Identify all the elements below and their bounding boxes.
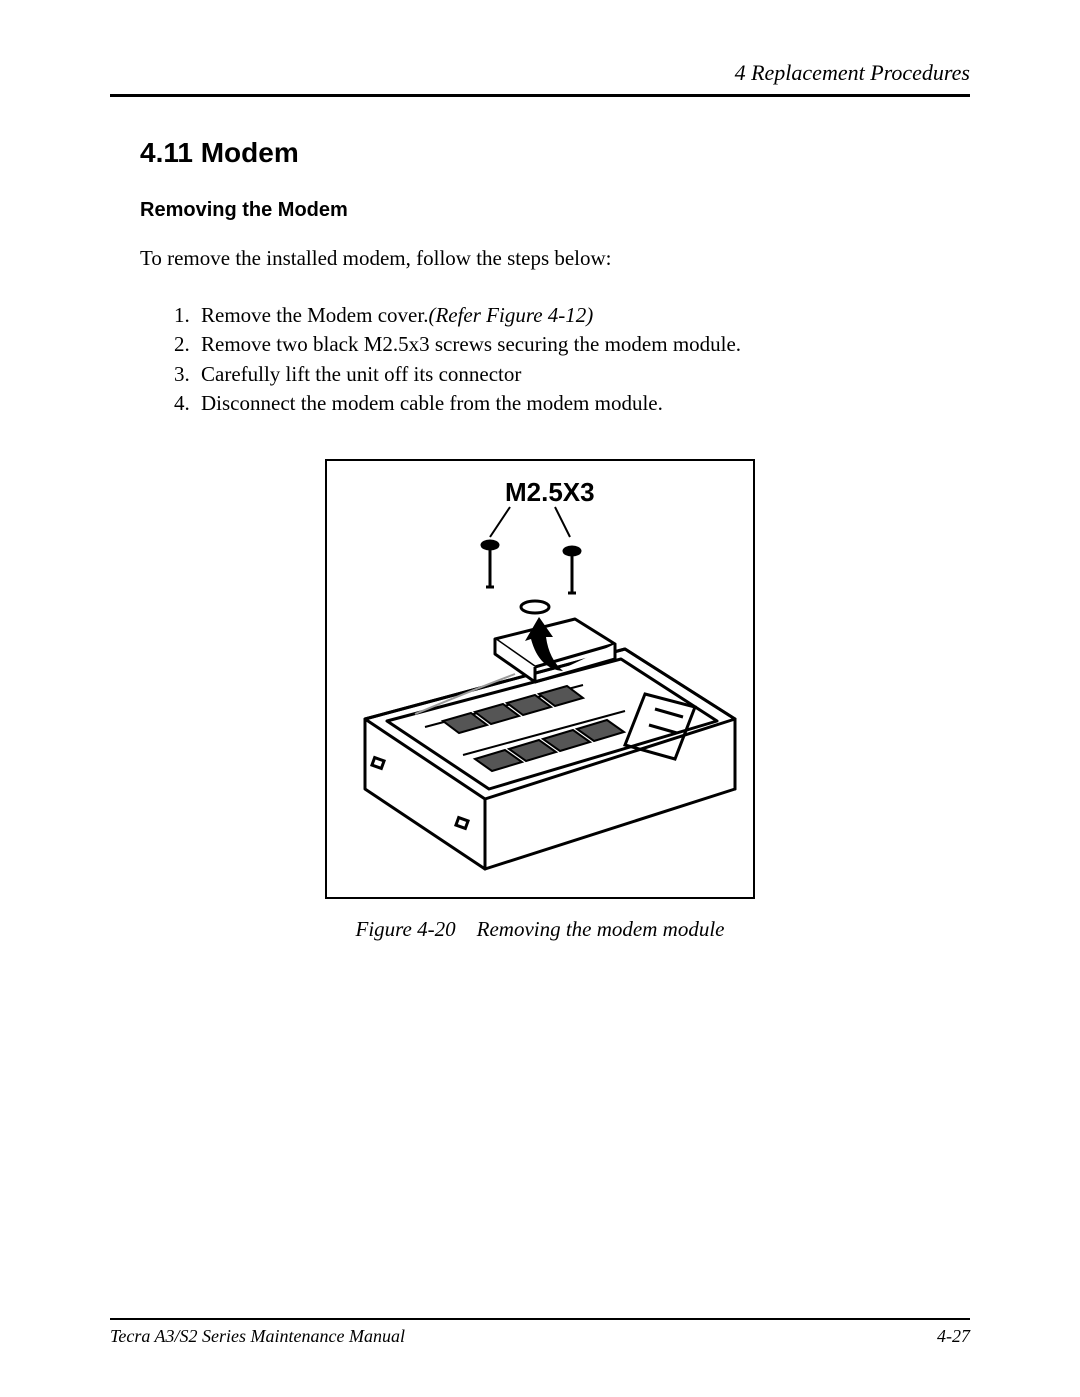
page: 4 Replacement Procedures 4.11 Modem Remo…: [0, 0, 1080, 1397]
step-list: Remove the Modem cover.(Refer Figure 4-1…: [195, 301, 970, 419]
section-title: 4.11 Modem: [140, 137, 970, 169]
figure-caption-text: Removing the modem module: [477, 917, 725, 941]
figure: M2.5X3: [325, 459, 755, 942]
header-rule: [110, 94, 970, 97]
list-item: Remove two black M2.5x3 screws securing …: [195, 330, 970, 359]
list-item: Remove the Modem cover.(Refer Figure 4-1…: [195, 301, 970, 330]
intro-paragraph: To remove the installed modem, follow th…: [140, 246, 970, 271]
page-footer: Tecra A3/S2 Series Maintenance Manual 4-…: [110, 1318, 970, 1347]
list-item: Disconnect the modem cable from the mode…: [195, 389, 970, 418]
footer-page-number: 4-27: [937, 1326, 970, 1347]
step-text: Remove the Modem cover.: [201, 303, 428, 327]
step-text: Disconnect the modem cable from the mode…: [201, 391, 663, 415]
list-item: Carefully lift the unit off its connecto…: [195, 360, 970, 389]
running-header: 4 Replacement Procedures: [110, 60, 970, 94]
screw-callout-text: M2.5X3: [505, 477, 595, 507]
step-text: Carefully lift the unit off its connecto…: [201, 362, 521, 386]
figure-caption: Figure 4-20 Removing the modem module: [325, 917, 755, 942]
step-reference: (Refer Figure 4-12): [428, 303, 593, 327]
footer-manual-title: Tecra A3/S2 Series Maintenance Manual: [110, 1326, 405, 1347]
step-text: Remove two black M2.5x3 screws securing …: [201, 332, 741, 356]
figure-illustration: M2.5X3: [325, 459, 755, 899]
subsection-title: Removing the Modem: [140, 199, 970, 222]
figure-caption-label: Figure 4-20: [356, 917, 456, 941]
footer-rule: [110, 1318, 970, 1320]
